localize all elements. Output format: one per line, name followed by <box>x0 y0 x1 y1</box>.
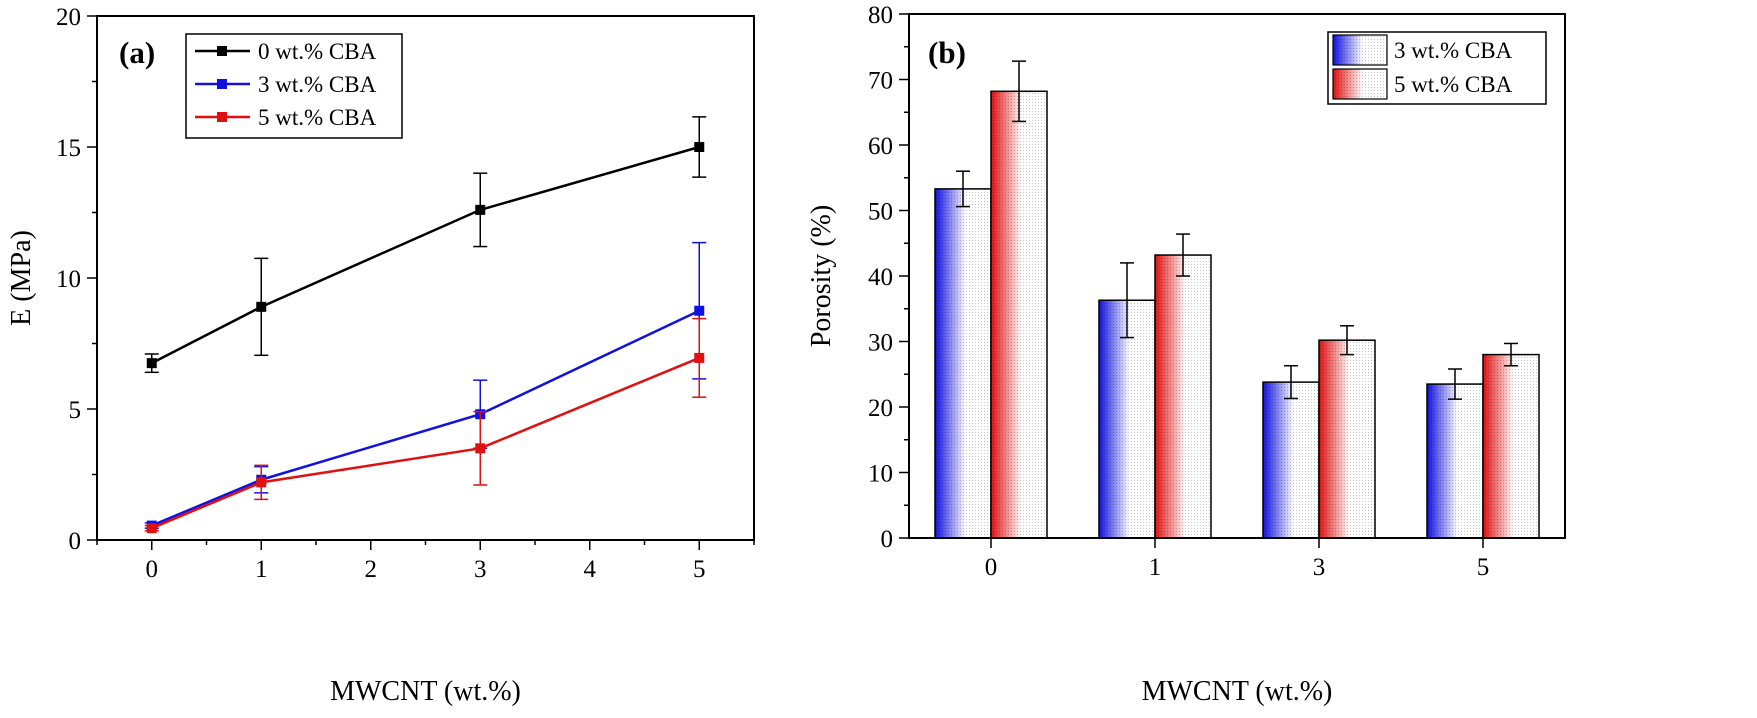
bar-texture <box>1263 382 1319 538</box>
data-point <box>146 358 157 369</box>
data-point <box>694 352 705 363</box>
data-point <box>475 443 486 454</box>
legend-label: 3 wt.% CBA <box>258 72 377 97</box>
legend: 0 wt.% CBA 3 wt.% CBA 5 wt.% CBA <box>185 33 403 139</box>
x-tick-label: 5 <box>1477 554 1490 581</box>
legend-label: 5 wt.% CBA <box>1394 72 1513 97</box>
plot-frame <box>908 13 1566 539</box>
bar-texture <box>1319 340 1375 538</box>
data-point <box>475 204 486 215</box>
y-tick-label: 20 <box>868 395 893 422</box>
legend-swatch-texture <box>1333 35 1387 65</box>
data-point <box>694 305 705 316</box>
data-point <box>694 142 705 152</box>
y-tick-label: 15 <box>56 135 81 162</box>
x-tick-label: 5 <box>693 556 706 583</box>
bar-texture <box>991 91 1047 538</box>
y-tick-label: 5 <box>69 397 82 424</box>
y-tick-label: 50 <box>868 199 893 226</box>
legend-label: 5 wt.% CBA <box>258 105 377 130</box>
x-tick-label: 1 <box>255 556 268 583</box>
y-tick-label: 40 <box>868 264 893 291</box>
data-point <box>256 301 267 312</box>
series-line <box>151 356 700 530</box>
panel-b: 0 10 20 30 40 50 60 70 80 0 1 3 5 (b) 3 wt.% CBA 5 wt.%… <box>806 2 1566 707</box>
legend-label: 3 wt.% CBA <box>1394 38 1513 63</box>
bar-texture <box>1427 384 1483 538</box>
y-tick-label: 30 <box>868 330 893 357</box>
legend-marker <box>217 46 227 56</box>
y-tick-label: 0 <box>69 528 82 555</box>
legend-marker <box>217 112 227 122</box>
y-axis-label: E (MPa) <box>6 230 37 326</box>
legend-marker <box>217 79 227 89</box>
y-tick-label: 10 <box>868 461 893 488</box>
x-axis-label: MWCNT (wt.%) <box>1142 676 1333 707</box>
y-tick-label: 20 <box>56 4 81 31</box>
x-tick-label: 3 <box>474 556 487 583</box>
x-tick-label: 2 <box>365 556 378 583</box>
legend-swatch-texture <box>1333 69 1387 99</box>
bar-texture <box>1483 354 1539 538</box>
y-tick-label: 60 <box>868 133 893 160</box>
y-tick-label: 10 <box>56 266 81 293</box>
x-tick-label: 0 <box>985 554 998 581</box>
y-axis-label: Porosity (%) <box>806 205 837 347</box>
legend: 3 wt.% CBA 5 wt.% CBA <box>1327 31 1547 105</box>
x-tick-label: 4 <box>584 556 597 583</box>
plot-frame <box>96 15 755 541</box>
y-tick-label: 70 <box>868 68 893 95</box>
y-tick-label: 0 <box>881 526 894 553</box>
data-point <box>256 477 267 488</box>
x-tick-label: 3 <box>1313 554 1326 581</box>
panel-a: 0 1 2 3 4 5 0 5 10 15 20 (a) 0 wt.% CBA 3 wt.% CBA 5 w… <box>6 4 755 707</box>
panel-label: (a) <box>119 35 155 70</box>
bar-texture <box>935 188 991 538</box>
series-line <box>151 309 700 527</box>
x-tick-label: 1 <box>1149 554 1162 581</box>
y-tick-label: 80 <box>868 2 893 29</box>
series-line <box>151 145 700 365</box>
panel-label: (b) <box>928 35 966 70</box>
x-tick-label: 0 <box>146 556 159 583</box>
x-axis-label: MWCNT (wt.%) <box>330 676 521 707</box>
bar-texture <box>1155 255 1211 539</box>
legend-label: 0 wt.% CBA <box>258 39 377 64</box>
data-point <box>146 523 157 534</box>
bar-texture <box>1099 300 1155 538</box>
